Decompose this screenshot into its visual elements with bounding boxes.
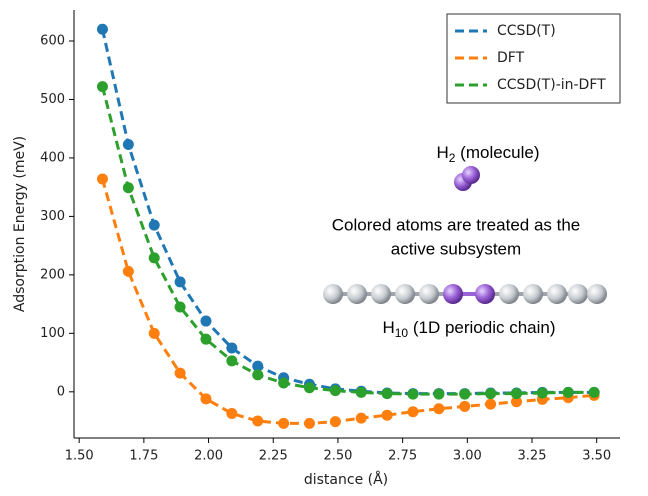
point <box>536 387 548 399</box>
point <box>122 138 134 150</box>
point <box>174 367 186 379</box>
x-tick-label: 1.50 <box>65 449 94 464</box>
label-sub: 2 <box>449 151 456 165</box>
point <box>562 386 574 398</box>
x-tick-label: 3.25 <box>518 449 547 464</box>
point <box>459 388 471 400</box>
point <box>303 382 315 394</box>
series-line <box>101 178 595 425</box>
point <box>381 388 393 400</box>
y-tick-label: 500 <box>40 92 65 107</box>
point <box>148 252 160 264</box>
chain-label: H10 (1D periodic chain) <box>382 318 555 340</box>
x-tick-label: 2.50 <box>323 449 352 464</box>
label-part: (1D periodic chain) <box>408 318 555 337</box>
label-part: H <box>436 143 448 162</box>
point <box>252 360 264 372</box>
point <box>407 388 419 400</box>
point <box>122 182 134 194</box>
x-tick-label: 3.50 <box>582 449 611 464</box>
point <box>303 417 315 429</box>
point <box>200 333 212 345</box>
point <box>355 412 367 424</box>
point <box>122 265 134 277</box>
legend-label: DFT <box>497 50 525 66</box>
point <box>588 386 600 398</box>
y-tick-label: 100 <box>40 326 65 341</box>
legend-label: CCSD(T) <box>497 23 556 39</box>
point <box>148 219 160 231</box>
point <box>252 369 264 381</box>
y-tick-label: 300 <box>40 209 65 224</box>
point <box>200 315 212 327</box>
molecule-label: H2 (molecule) <box>436 143 539 165</box>
y-tick-label: 200 <box>40 267 65 282</box>
point <box>174 276 186 288</box>
point <box>226 355 238 367</box>
point <box>355 386 367 398</box>
x-tick-label: 3.00 <box>453 449 482 464</box>
point <box>433 388 445 400</box>
x-tick-label: 1.75 <box>129 449 158 464</box>
x-tick-label: 2.25 <box>259 449 288 464</box>
note-line: active subsystem <box>391 239 521 258</box>
point <box>226 342 238 354</box>
point <box>96 81 108 93</box>
x-tick-label: 2.00 <box>194 449 223 464</box>
point <box>96 173 108 185</box>
label-part: (molecule) <box>455 143 539 162</box>
point <box>278 377 290 389</box>
point <box>510 396 522 408</box>
y-tick-label: 400 <box>40 150 65 165</box>
chain-picture <box>323 284 607 304</box>
x-tick-label: 2.75 <box>388 449 417 464</box>
point <box>510 388 522 400</box>
note-line: Colored atoms are treated as the <box>332 215 581 234</box>
y-axis-label: Adsorption Energy (meV) <box>12 136 28 312</box>
point <box>96 23 108 35</box>
point <box>407 406 419 418</box>
molecule-picture <box>454 166 480 191</box>
point <box>459 400 471 412</box>
point <box>485 388 497 400</box>
label-part: H <box>382 318 394 337</box>
point <box>200 393 212 405</box>
y-tick-label: 600 <box>40 33 65 48</box>
point <box>148 327 160 339</box>
point <box>174 301 186 313</box>
x-axis-label: distance (Å) <box>304 471 388 488</box>
y-tick-label: 0 <box>57 384 65 399</box>
point <box>278 417 290 429</box>
legend: CCSD(T) DFT CCSD(T)-in-DFT <box>446 13 621 104</box>
point <box>485 398 497 410</box>
point <box>226 407 238 419</box>
point <box>381 409 393 421</box>
point <box>252 415 264 427</box>
point <box>433 403 445 415</box>
series-line <box>101 28 595 396</box>
label-sub: 10 <box>395 326 409 340</box>
legend-label: CCSD(T)-in-DFT <box>497 77 606 93</box>
point <box>329 416 341 428</box>
point <box>329 385 341 397</box>
